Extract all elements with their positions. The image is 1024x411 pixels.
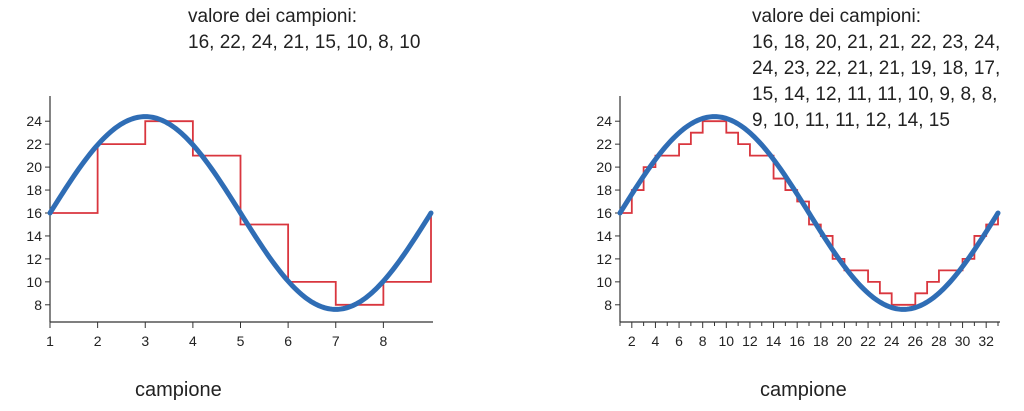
right-y-tick-label: 10 (596, 274, 612, 290)
left-y-tick-label: 20 (26, 159, 42, 175)
right-x-tick-label: 32 (978, 333, 994, 349)
left-x-tick-label: 1 (46, 333, 54, 349)
left-x-tick-label: 8 (379, 333, 387, 349)
right-annotation-line-4: 9, 10, 11, 11, 12, 14, 15 (752, 110, 950, 131)
right-x-tick-label: 28 (931, 333, 947, 349)
right-x-tick-label: 2 (628, 333, 636, 349)
right-x-tick-label: 24 (884, 333, 900, 349)
left-x-axis-label: campione (135, 379, 222, 401)
right-x-tick-label: 26 (908, 333, 924, 349)
right-x-axis-label: campione (760, 379, 847, 401)
left-y-tick-label: 8 (34, 297, 42, 313)
right-y-tick-label: 8 (604, 297, 612, 313)
left-y-tick-label: 12 (26, 251, 42, 267)
right-x-tick-label: 8 (699, 333, 707, 349)
right-annotation-line-3: 15, 14, 12, 11, 11, 10, 9, 8, 8, (752, 84, 998, 105)
right-x-tick-label: 20 (837, 333, 853, 349)
left-y-tick-label: 14 (26, 228, 42, 244)
left-x-tick-label: 5 (237, 333, 245, 349)
right-x-tick-label: 4 (652, 333, 660, 349)
left-y-tick-label: 22 (26, 136, 42, 152)
left-y-tick-label: 16 (26, 205, 42, 221)
left-y-tick-label: 18 (26, 182, 42, 198)
right-sample-steps (620, 120, 999, 306)
left-x-tick-label: 6 (284, 333, 292, 349)
right-y-tick-label: 16 (596, 205, 612, 221)
left-annotation-values: 16, 22, 24, 21, 15, 10, 8, 10 (188, 32, 421, 53)
right-x-tick-label: 18 (813, 333, 829, 349)
left-x-tick-label: 7 (332, 333, 340, 349)
right-y-tick-label: 20 (596, 159, 612, 175)
left-y-tick-label: 24 (26, 113, 42, 129)
left-sample-steps (50, 120, 432, 306)
right-y-tick-label: 22 (596, 136, 612, 152)
right-annotation-line-1: 16, 18, 20, 21, 21, 22, 23, 24, (752, 32, 1001, 53)
right-x-tick-label: 12 (742, 333, 758, 349)
left-y-tick-label: 10 (26, 274, 42, 290)
right-sine-wave (617, 114, 1001, 312)
right-x-tick-label: 30 (955, 333, 971, 349)
left-annotation-title: valore dei campioni: (188, 6, 357, 27)
right-annotation-title: valore dei campioni: (752, 6, 921, 27)
right-x-tick-label: 10 (719, 333, 735, 349)
left-sine-wave (47, 114, 434, 312)
right-y-tick-label: 12 (596, 251, 612, 267)
right-y-tick-label: 14 (596, 228, 612, 244)
right-annotation-line-2: 24, 23, 22, 21, 21, 19, 18, 17, (752, 58, 1001, 79)
left-x-tick-label: 2 (94, 333, 102, 349)
right-x-tick-label: 16 (789, 333, 805, 349)
right-y-tick-label: 24 (596, 113, 612, 129)
right-x-tick-label: 14 (766, 333, 782, 349)
left-x-tick-label: 3 (141, 333, 149, 349)
right-y-tick-label: 18 (596, 182, 612, 198)
right-x-tick-label: 22 (860, 333, 876, 349)
right-x-tick-label: 6 (675, 333, 683, 349)
left-x-tick-label: 4 (189, 333, 197, 349)
